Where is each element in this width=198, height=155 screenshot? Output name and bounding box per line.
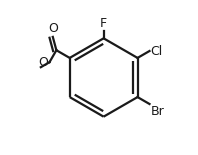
Text: O: O — [38, 56, 48, 69]
Text: O: O — [48, 22, 58, 35]
Text: F: F — [100, 17, 107, 30]
Text: Br: Br — [150, 105, 164, 118]
Text: Cl: Cl — [150, 44, 163, 58]
